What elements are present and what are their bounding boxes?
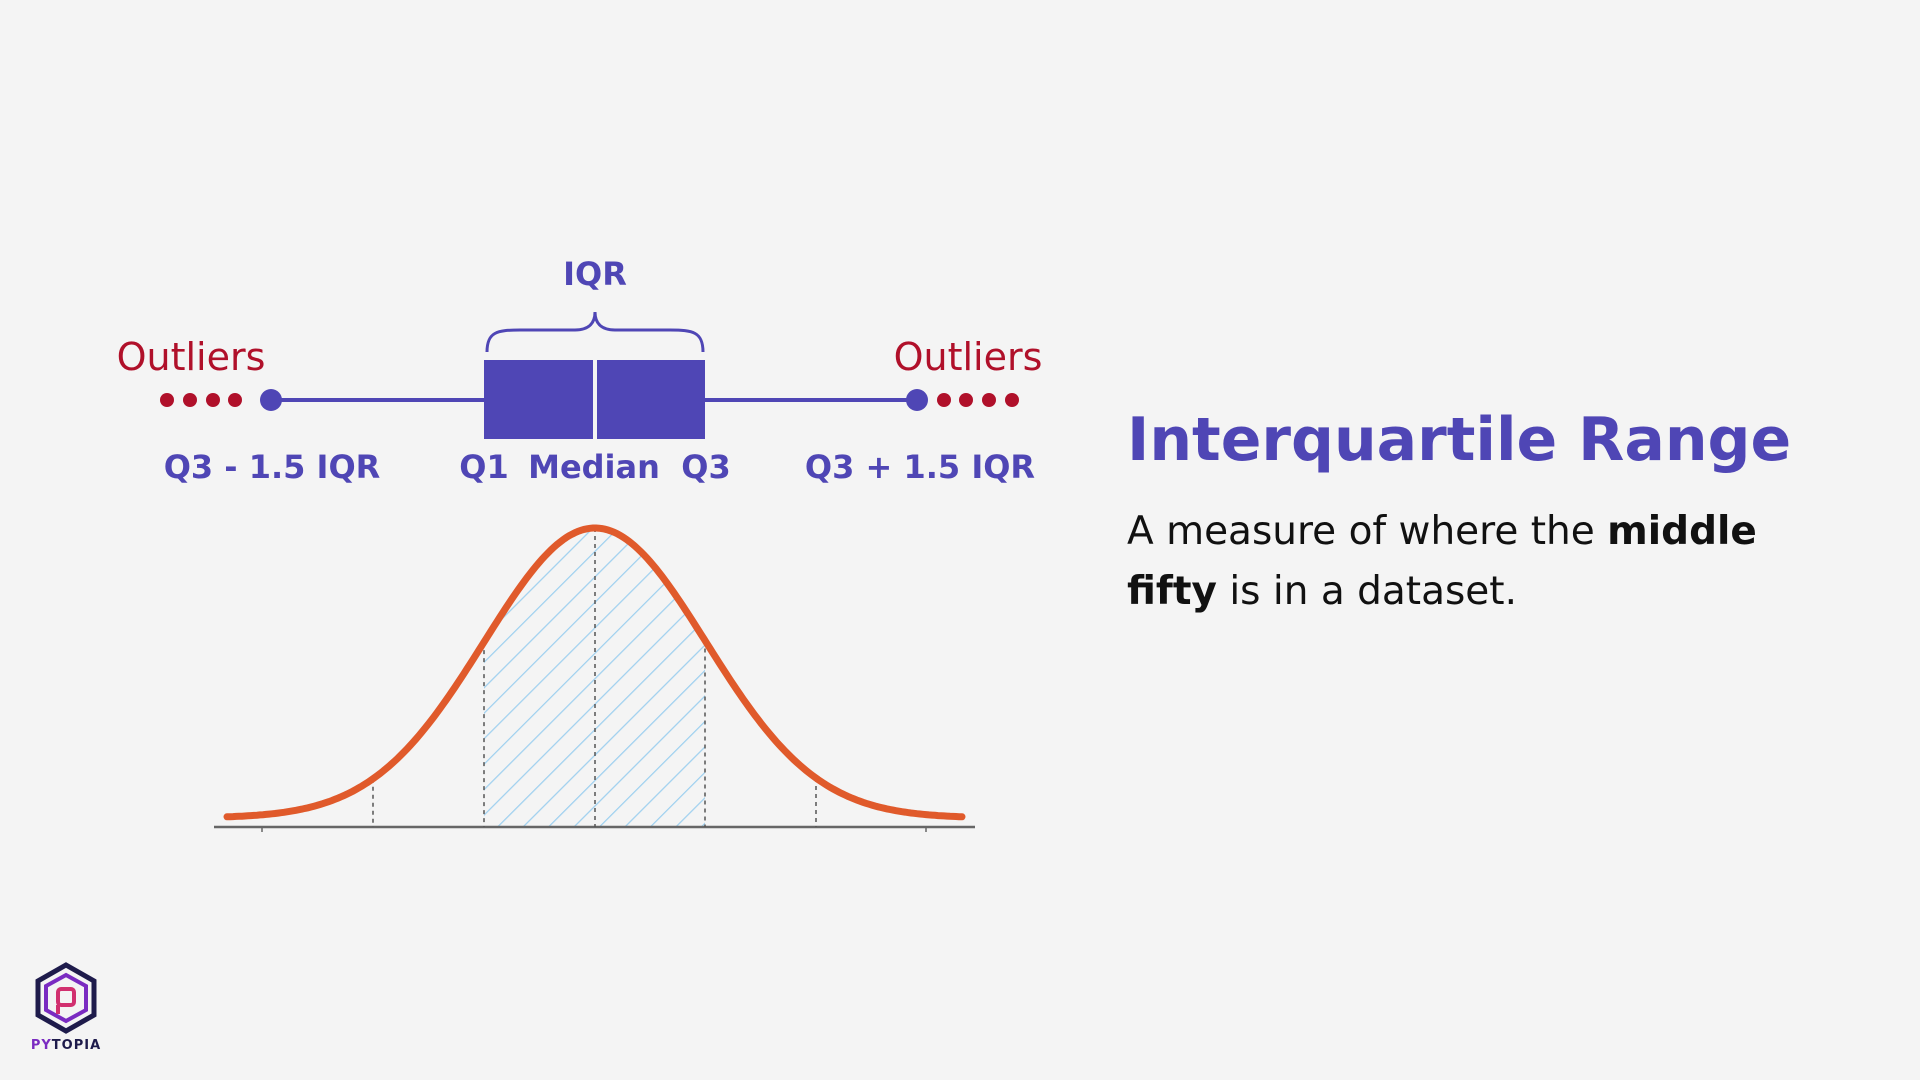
- lower-fence-marker: [260, 389, 282, 411]
- normal-distribution-curve: [214, 524, 975, 832]
- description-bold: middle fifty: [1127, 509, 1757, 614]
- median-label: Median: [528, 448, 660, 486]
- upper-fence-marker: [906, 389, 928, 411]
- logo-text-part2: TOPIA: [51, 1038, 102, 1053]
- pytopia-hexagon-logo-icon: [35, 962, 97, 1034]
- upper-fence-label: Q3 + 1.5 IQR: [805, 448, 1035, 486]
- iqr-label: IQR: [563, 255, 627, 293]
- description-pre: A measure of where the: [1127, 509, 1608, 554]
- outliers-left-label: Outliers: [117, 335, 266, 379]
- box-upper-half: [597, 360, 705, 439]
- logo-wordmark: PYTOPIA: [26, 1038, 106, 1053]
- description-post: is in a dataset.: [1216, 569, 1517, 614]
- lower-fence-label: Q3 - 1.5 IQR: [164, 448, 381, 486]
- left-outlier-dots: [160, 393, 242, 407]
- q1-label: Q1: [459, 448, 508, 486]
- right-outlier-dots: [937, 393, 1019, 407]
- pytopia-logo: PYTOPIA: [26, 962, 106, 1058]
- outlier-dot: [982, 393, 996, 407]
- box-lower-half: [484, 360, 593, 439]
- outlier-dot: [959, 393, 973, 407]
- outlier-dot: [206, 393, 220, 407]
- axis-ticks: [261, 827, 927, 832]
- dashed-guides: [372, 528, 817, 827]
- description-text: A measure of where the middle fifty is i…: [1127, 502, 1847, 622]
- outlier-dot: [160, 393, 174, 407]
- outliers-right-label: Outliers: [894, 335, 1043, 379]
- iqr-diagram: IQR Outliers Outliers Q3 - 1.5 IQR: [117, 255, 1043, 832]
- logo-text-part1: PY: [30, 1038, 52, 1053]
- iqr-brace: [485, 311, 705, 353]
- outlier-dot: [228, 393, 242, 407]
- page-title: Interquartile Range: [1127, 405, 1792, 475]
- outlier-dot: [937, 393, 951, 407]
- outlier-dot: [183, 393, 197, 407]
- q3-label: Q3: [681, 448, 730, 486]
- outlier-dot: [1005, 393, 1019, 407]
- bell-curve-line: [223, 524, 966, 821]
